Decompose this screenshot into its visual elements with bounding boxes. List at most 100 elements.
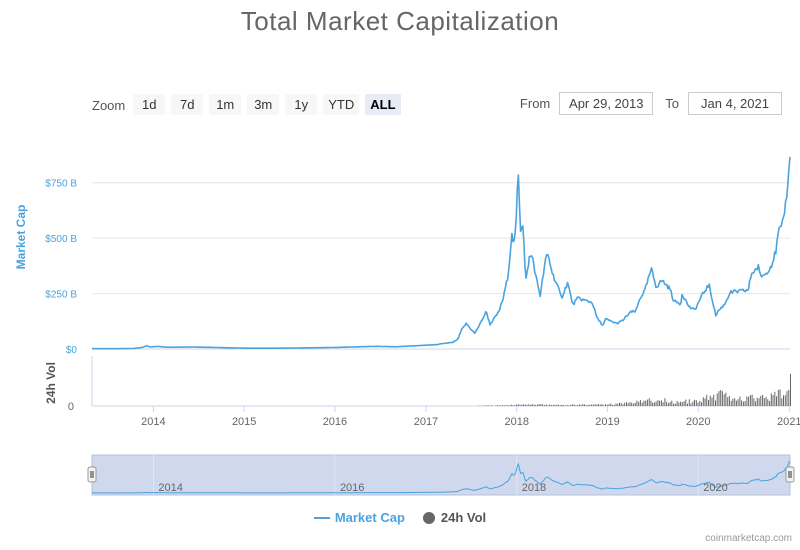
volume-bar (526, 404, 528, 406)
volume-bar (594, 404, 596, 406)
volume-bar (741, 400, 743, 406)
navigator-left-handle[interactable] (87, 466, 97, 483)
date-range: From Apr 29, 2013 To Jan 4, 2021 (520, 92, 782, 115)
volume-bar (605, 404, 606, 406)
volume-bar (530, 405, 531, 406)
volume-bar (676, 401, 678, 406)
to-date-input[interactable]: Jan 4, 2021 (688, 92, 782, 115)
volume-bar (783, 395, 784, 406)
volume-bar (559, 405, 561, 406)
navigator-mask (91, 454, 791, 496)
legend-item-market-cap[interactable]: Market Cap (313, 510, 405, 525)
from-date-input[interactable]: Apr 29, 2013 (559, 92, 654, 115)
y-axis-title: Market Cap (14, 205, 28, 270)
volume-bar (718, 391, 720, 406)
volume-bar (765, 396, 767, 406)
volume-bar (666, 401, 668, 406)
volume-bar (549, 404, 551, 406)
volume-bar (711, 397, 713, 406)
volume-bar (512, 405, 514, 406)
volume-bar (756, 397, 758, 406)
legend-item-volume[interactable]: 24h Vol (422, 510, 486, 525)
x-tick-label: 2015 (232, 416, 256, 428)
volume-bar (603, 405, 605, 406)
zoom-1y-button[interactable]: 1y (285, 93, 318, 115)
y-tick-label: $500 B (45, 234, 77, 245)
volume-bar (510, 404, 512, 406)
handle-body (785, 466, 795, 483)
volume-bar (509, 405, 511, 406)
volume-bar (748, 396, 750, 406)
navigator-right-handle[interactable] (785, 466, 795, 483)
volume-bar (739, 396, 741, 406)
volume-bar (749, 395, 751, 406)
volume-bar (721, 391, 723, 406)
volume-bar (613, 405, 615, 406)
volume-bar (772, 395, 774, 406)
volume-bar (488, 405, 490, 406)
market-cap-series-line (91, 156, 791, 350)
volume-bar (763, 398, 765, 406)
zoom-1m-button[interactable]: 1m (209, 93, 242, 115)
volume-bar (660, 400, 662, 406)
y-tick-label: $250 B (45, 290, 77, 301)
volume-bar (612, 405, 613, 406)
volume-bar (704, 398, 706, 406)
navigator[interactable] (87, 454, 795, 496)
volume-bar (680, 401, 682, 406)
x-tick-label: 2017 (414, 416, 438, 428)
volume-bar (514, 405, 516, 406)
volume-bar (695, 400, 697, 406)
volume-axis-title: 24h Vol (44, 362, 58, 404)
zoom-all-button[interactable]: ALL (365, 93, 401, 115)
volume-bar (767, 399, 769, 406)
volume-bar (598, 404, 599, 406)
volume-bar (615, 403, 617, 406)
zoom-7d-button[interactable]: 7d (171, 93, 204, 115)
volume-bar (495, 405, 497, 406)
zoom-3m-button[interactable]: 3m (247, 93, 280, 115)
volume-bar (617, 403, 619, 406)
volume-bar (587, 404, 589, 406)
volume-bar (639, 400, 641, 406)
credit-text[interactable]: coinmarketcap.com (705, 533, 792, 544)
volume-bar (496, 405, 498, 406)
volume-bar (744, 401, 746, 406)
zoom-toolbar: Zoom 1d 7d 1m 3m 1y YTD ALL (92, 92, 407, 116)
volume-bar (620, 403, 622, 406)
volume-bar (770, 393, 772, 406)
volume-bar (563, 405, 565, 406)
volume-bar (489, 405, 491, 406)
y-tick-label: $0 (66, 345, 78, 356)
volume-bar (606, 404, 608, 406)
volume-bar (570, 405, 572, 406)
volume-bar (627, 403, 629, 406)
volume-bar (728, 396, 730, 406)
volume-bar (537, 404, 538, 406)
zoom-label: Zoom (92, 97, 126, 113)
y-tick-label: $750 B (45, 179, 77, 190)
x-tick-label: 2020 (686, 416, 710, 428)
volume-bar (566, 404, 568, 406)
volume-bar (498, 405, 500, 406)
volume-bar (554, 404, 556, 406)
volume-bar (533, 404, 535, 406)
volume-bar (610, 403, 612, 406)
volume-bar (648, 398, 650, 406)
navigator-tick-label: 2016 (340, 482, 364, 494)
zoom-ytd-button[interactable]: YTD (323, 93, 360, 115)
volume-bar (692, 401, 694, 406)
volume-bar (781, 398, 783, 406)
volume-bar (730, 400, 732, 406)
volume-bar (641, 402, 643, 406)
volume-bar (564, 405, 566, 406)
volume-bar (479, 405, 481, 406)
volume-bar (519, 404, 521, 406)
volume-bar (619, 402, 620, 406)
volume-bar (629, 402, 631, 406)
zoom-1d-button[interactable]: 1d (133, 93, 166, 115)
volume-bar (776, 396, 777, 406)
volume-bar (735, 400, 737, 406)
volume-bar (760, 395, 762, 406)
